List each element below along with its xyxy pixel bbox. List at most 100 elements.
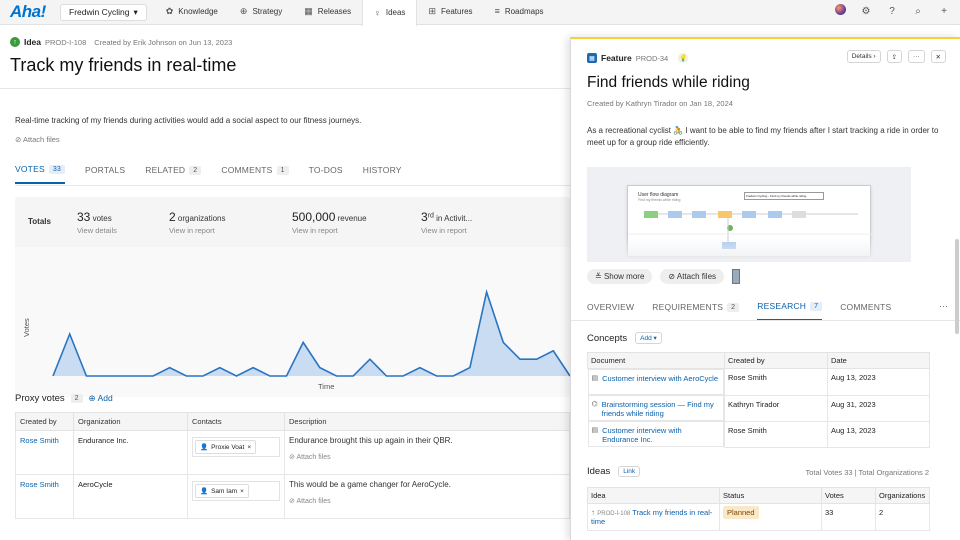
concept-row: ⌬ Brainstorming session — Find my friends… [587,394,930,422]
y-axis-label: Votes [22,318,31,337]
tab-history[interactable]: HISTORY [363,164,402,184]
search-icon[interactable]: ⌕ [915,5,921,17]
idea-description[interactable]: Real-time tracking of my friends during … [15,116,362,125]
nav-roadmaps-label: Roadmaps [504,6,544,16]
attachment-thumbnail[interactable] [732,269,741,284]
orgs-view-report-link[interactable]: View in report [169,226,215,235]
view-details-link[interactable]: View details [77,226,117,235]
cell-idea: ↑ PROD-I-108 Track my friends in real-ti… [587,503,720,531]
votes-line [52,288,570,377]
feature-description[interactable]: As a recreational cyclist 🚴 I want to be… [587,126,939,147]
details-button[interactable]: Details › [846,50,881,63]
add-proxy-vote-button[interactable]: ⊕ Add [89,393,113,404]
ideas-link-button[interactable]: Link [618,466,641,477]
contacts-field[interactable]: 👤 Sam Iam × [192,481,280,501]
help-icon[interactable]: ? [889,5,895,17]
cell-organization[interactable]: AeroCycle [73,474,188,519]
revenue-view-report-link[interactable]: View in report [292,226,338,235]
idea-link[interactable]: Track my friends in real-time [591,508,713,526]
attach-files-link[interactable]: ⊘ Attach files [289,497,565,505]
cell-organization[interactable]: Endurance Inc. [73,430,188,475]
proxy-description[interactable]: This would be a game changer for AeroCyc… [289,480,451,489]
feature-tab-overview[interactable]: OVERVIEW [587,301,634,321]
add-label: Add [97,393,113,403]
aha-logo[interactable]: Aha! [10,2,46,21]
nav-ideas[interactable]: ♀ Ideas [362,0,418,26]
attach-files-link[interactable]: ⊘ Attach files [289,453,565,461]
nav-knowledge[interactable]: ✿ Knowledge [155,0,229,24]
lightbulb-icon[interactable]: 💡 [678,53,689,63]
document-link[interactable]: Customer interview with Endurance Inc. [602,426,682,444]
tab-votes[interactable]: VOTES 33 [15,164,65,184]
document-link[interactable]: Brainstorming session — Find my friends … [601,400,714,418]
proxy-col-header: Contacts [187,412,285,431]
created-by-link[interactable]: Rose Smith [20,480,59,489]
concepts-col-header: Document [587,352,725,369]
user-flow-diagram-image[interactable]: User flow diagram Find my friends while … [587,167,911,262]
attach-files-button[interactable]: ⊘ Attach files [660,269,725,284]
attach-files-link[interactable]: ⊘ Attach files [15,135,60,144]
concepts-add-button[interactable]: Add ▾ [635,332,662,344]
nav-releases-icon: ▦ [304,5,313,16]
user-avatar[interactable] [834,4,846,18]
add-icon[interactable]: + [941,5,947,17]
feature-icon: ▦ [587,53,597,63]
cell-created-by: Rose Smith [15,430,74,475]
rank-suffix: rd [427,212,434,220]
panel-scrollbar[interactable] [955,239,959,334]
rank-view-report-link[interactable]: View in report [421,226,467,235]
paperclip-icon: ⊘ [15,135,23,144]
tab-portals[interactable]: PORTALS [85,164,125,184]
workspace-selector[interactable]: Fredwin Cycling ▾ [60,3,147,21]
feature-tab-requirements[interactable]: REQUIREMENTS 2 [652,301,740,321]
cell-date: Aug 13, 2023 [827,420,930,448]
proxy-votes-table: Created by Organization Contacts Descriptio… [15,412,570,519]
idea-meta: ↑ Idea PROD-I-108 Created by Erik Johnso… [10,37,232,47]
share-icon[interactable]: ⇪ [886,50,903,63]
cell-organizations: 2 [875,503,930,531]
created-by-link[interactable]: Rose Smith [20,436,59,445]
close-icon[interactable]: ✕ [930,50,946,63]
cell-contacts: 👤 Proxie Voat × [187,430,285,475]
remove-contact-icon[interactable]: × [247,443,252,451]
ideas-table-body: ↑ PROD-I-108 Track my friends in real-ti… [587,503,930,531]
document-link[interactable]: Customer interview with AeroCycle [602,374,718,383]
ideas-col-header: Idea [587,487,720,504]
tab-comments[interactable]: COMMENTS 1 [221,164,289,184]
idea-id[interactable]: PROD-I-108 [45,37,87,47]
nav-roadmaps[interactable]: ≡ Roadmaps [484,0,555,24]
idea-title[interactable]: Track my friends in real-time [10,55,237,75]
main-nav: ✿ Knowledge ⊕ Strategy ▦ Releases ♀ Ideas ⊞ Featu… [155,0,555,26]
nav-releases[interactable]: ▦ Releases [293,0,362,24]
show-more-button[interactable]: ≚ Show more [587,269,653,284]
feature-title[interactable]: Find friends while riding [587,74,750,91]
feature-id[interactable]: PROD-34 [635,53,669,63]
votes-value: 33 [77,210,91,224]
ideas-totals: Total Votes 33 | Total Organizations 2 [805,468,929,477]
stat-rank: 3rd in Activit... View in report [421,210,472,235]
proxy-table-header: Created by Organization Contacts Descriptio… [15,412,570,431]
nav-features[interactable]: ⊞ Features [417,0,483,24]
tab-label: VOTES [15,164,45,174]
remove-contact-icon[interactable]: × [240,487,244,495]
tab-related[interactable]: RELATED 2 [145,164,202,184]
tab-to-dos[interactable]: TO-DOS [309,164,343,184]
attach-files-label: Attach files [676,272,717,281]
tab-label: HISTORY [362,165,402,175]
feature-tab-research[interactable]: RESEARCH 7 [757,301,823,321]
status-badge[interactable]: Planned [723,506,759,519]
votes-chart-svg: Votes Time [22,288,570,391]
stat-organizations: 2 organizations View in report [169,210,226,235]
contacts-field[interactable]: 👤 Proxie Voat × [192,437,280,457]
contact-chip[interactable]: 👤 Proxie Voat × [195,440,257,454]
tabs-more-icon[interactable]: ··· [939,301,948,311]
contact-chip[interactable]: 👤 Sam Iam × [195,484,249,498]
settings-gear-icon[interactable]: ⚙ [861,5,871,17]
rank-value: 3 [421,210,428,224]
tab-count: 1 [276,165,289,175]
nav-strategy[interactable]: ⊕ Strategy [229,0,293,24]
more-options-icon[interactable]: ··· [908,50,925,63]
feature-tab-comments[interactable]: COMMENTS [840,301,891,321]
proxy-description[interactable]: Endurance brought this up again in their… [289,436,453,445]
ideas-table-header: Idea Status Votes Organizations [587,487,930,504]
